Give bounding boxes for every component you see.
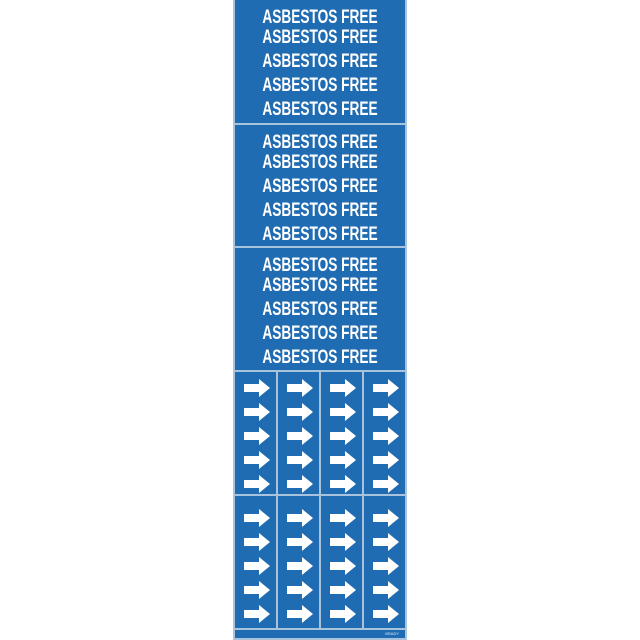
label-text: ASBESTOS FREE: [262, 7, 378, 28]
arrow-right-icon: [373, 451, 399, 469]
arrow-column: [364, 496, 405, 628]
arrow-column: [235, 372, 276, 494]
arrow-column: [235, 496, 276, 628]
text-label-panel: ASBESTOS FREE ASBESTOS FREE ASBESTOS FREE A…: [235, 248, 405, 370]
label-text: ASBESTOS FREE: [262, 27, 378, 48]
label-text: ASBESTOS FREE: [262, 299, 378, 320]
arrow-right-icon: [330, 451, 356, 469]
label-text: ASBESTOS FREE: [262, 224, 378, 245]
arrow-right-icon: [373, 533, 399, 551]
label-text: ASBESTOS FREE: [262, 347, 378, 368]
arrow-right-icon: [244, 451, 270, 469]
arrow-right-icon: [373, 557, 399, 575]
label-text: ASBESTOS FREE: [262, 176, 378, 197]
arrow-right-icon: [287, 581, 313, 599]
arrow-right-icon: [330, 379, 356, 397]
arrow-right-icon: [330, 533, 356, 551]
arrow-right-icon: [373, 379, 399, 397]
arrow-right-icon: [373, 427, 399, 445]
label-text: ASBESTOS FREE: [262, 200, 378, 221]
arrow-right-icon: [244, 403, 270, 421]
arrow-right-icon: [373, 509, 399, 527]
arrow-right-icon: [287, 379, 313, 397]
label-text: ASBESTOS FREE: [262, 51, 378, 72]
label-sheet: ASBESTOS FREE ASBESTOS FREE ASBESTOS FREE A…: [233, 0, 407, 640]
label-text: ASBESTOS FREE: [262, 152, 378, 173]
arrow-right-icon: [330, 581, 356, 599]
arrow-right-icon: [244, 379, 270, 397]
arrow-right-icon: [287, 509, 313, 527]
footer-strip: BRADY: [235, 630, 405, 638]
arrow-right-icon: [373, 581, 399, 599]
arrow-right-icon: [287, 557, 313, 575]
arrow-right-icon: [244, 557, 270, 575]
arrow-column: [364, 372, 405, 494]
label-text: ASBESTOS FREE: [262, 255, 378, 276]
arrow-right-icon: [373, 403, 399, 421]
label-text: ASBESTOS FREE: [262, 75, 378, 96]
arrow-right-icon: [330, 605, 356, 623]
arrow-right-icon: [330, 557, 356, 575]
brand-logo-icon: BRADY: [385, 631, 399, 636]
arrow-right-icon: [287, 427, 313, 445]
arrow-panel: [235, 496, 405, 628]
arrow-right-icon: [244, 509, 270, 527]
arrow-column: [321, 372, 362, 494]
arrow-right-icon: [373, 605, 399, 623]
arrow-right-icon: [244, 427, 270, 445]
label-text: ASBESTOS FREE: [262, 323, 378, 344]
arrow-right-icon: [330, 427, 356, 445]
label-text: ASBESTOS FREE: [262, 132, 378, 153]
text-label-panel: ASBESTOS FREE ASBESTOS FREE ASBESTOS FREE A…: [235, 125, 405, 246]
arrow-right-icon: [330, 403, 356, 421]
arrow-right-icon: [287, 403, 313, 421]
arrow-right-icon: [330, 475, 356, 493]
arrow-right-icon: [287, 475, 313, 493]
text-label-panel: ASBESTOS FREE ASBESTOS FREE ASBESTOS FREE A…: [235, 0, 405, 123]
arrow-column: [321, 496, 362, 628]
arrow-panel: [235, 372, 405, 494]
arrow-right-icon: [244, 581, 270, 599]
arrow-right-icon: [373, 475, 399, 493]
label-text: ASBESTOS FREE: [262, 275, 378, 296]
arrow-column: [278, 372, 319, 494]
arrow-right-icon: [330, 509, 356, 527]
arrow-right-icon: [287, 605, 313, 623]
arrow-right-icon: [287, 451, 313, 469]
arrow-right-icon: [244, 533, 270, 551]
arrow-right-icon: [244, 605, 270, 623]
arrow-column: [278, 496, 319, 628]
label-text: ASBESTOS FREE: [262, 99, 378, 120]
arrow-right-icon: [287, 533, 313, 551]
arrow-right-icon: [244, 475, 270, 493]
